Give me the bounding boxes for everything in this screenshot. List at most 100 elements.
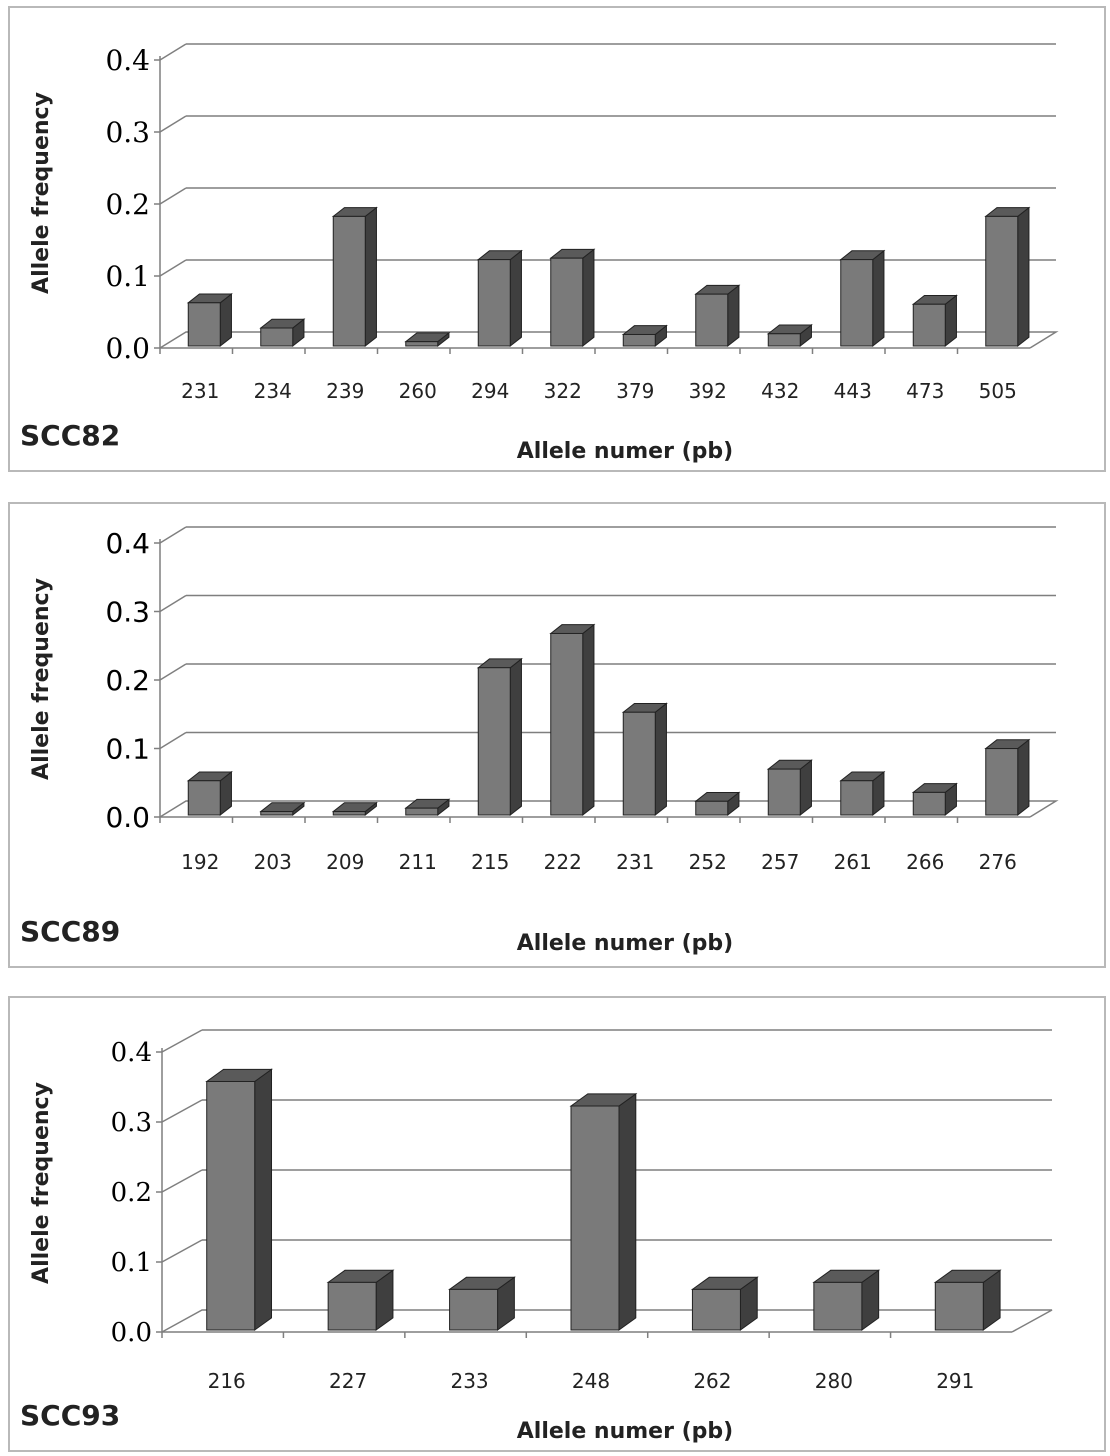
bar [476, 657, 523, 817]
bar-front [813, 1281, 863, 1331]
bar-front [405, 807, 439, 816]
x-tick-label: 211 [399, 850, 437, 874]
bar [404, 798, 451, 817]
bar-side [799, 759, 812, 817]
y-tick-label: 0.1 [111, 1248, 152, 1278]
bar-front [449, 1288, 499, 1331]
bar [621, 702, 668, 817]
bar [984, 206, 1031, 348]
x-tick-label: 505 [979, 379, 1017, 403]
y-tick-label: 0.1 [105, 260, 150, 293]
x-tick-label: 216 [208, 1369, 246, 1393]
x-tick-label: 379 [616, 379, 654, 403]
chart-panel-scc82: 0.0 0.1 0.2 0.3 0.4 231 234 239 260 294 322 379 392 4… [8, 6, 1106, 472]
chart-floor [159, 331, 1059, 349]
bar [766, 759, 813, 817]
bar [911, 782, 958, 817]
bar [205, 1068, 274, 1331]
x-tick-label: 227 [329, 1369, 367, 1393]
x-tick-label: 248 [572, 1369, 610, 1393]
grid-depth-edge [161, 1239, 203, 1263]
bar [549, 248, 596, 348]
y-tick-label: 0.3 [111, 1108, 152, 1138]
bar [549, 623, 596, 817]
x-tick-label: 215 [471, 850, 509, 874]
bar [404, 331, 451, 348]
x-tick-label: 280 [815, 1369, 853, 1393]
bar-front [622, 333, 656, 347]
bar-side [618, 1092, 637, 1331]
bar-front [912, 303, 946, 347]
x-tick-label: 209 [326, 850, 364, 874]
bar-side [654, 702, 667, 817]
x-tick-label: 234 [254, 379, 292, 403]
bar-front [260, 811, 294, 816]
bar-front [332, 215, 366, 347]
panel-label: SCC89 [20, 915, 120, 948]
bar-chart-scc89: 0.0 0.1 0.2 0.3 0.4 192 203 209 211 215 222 231 252 2… [20, 526, 1059, 956]
bar-side [727, 284, 740, 348]
bar [839, 770, 886, 817]
grid-depth-edge [159, 731, 187, 750]
bar [569, 1092, 638, 1331]
bar-side [872, 249, 885, 348]
bar-front [570, 1105, 620, 1331]
x-tick-label: 231 [181, 379, 219, 403]
panel-label: SCC82 [20, 419, 120, 452]
y-tick-label: 0.0 [105, 332, 150, 365]
bar [911, 294, 958, 348]
x-tick-label: 261 [834, 850, 872, 874]
x-axis-title: Allele numer (pb) [517, 931, 733, 956]
panel-label: SCC93 [20, 1399, 120, 1432]
bar-front [477, 667, 511, 816]
bar [331, 206, 378, 348]
bar [448, 1276, 516, 1331]
y-axis-title: Allele frequency [29, 578, 54, 780]
y-tick-label: 0.2 [105, 664, 150, 697]
x-tick-label: 222 [544, 850, 582, 874]
grid-depth-edge [159, 259, 187, 277]
y-tick-label: 0.4 [105, 44, 150, 77]
x-axis-title: Allele numer (pb) [517, 1419, 733, 1444]
bar-side [509, 657, 522, 817]
bar [839, 249, 886, 348]
bar-front [187, 302, 221, 347]
x-tick-label: 260 [399, 379, 437, 403]
bar-front [840, 780, 874, 816]
bar-front [767, 333, 801, 347]
bar-front [327, 1281, 377, 1331]
x-tick-label: 239 [326, 379, 364, 403]
x-tick-label: 257 [761, 850, 799, 874]
grid-depth-edge [161, 1169, 203, 1193]
bar-side [1017, 206, 1030, 348]
x-tick-label: 294 [471, 379, 509, 403]
bar-chart-scc82: 0.0 0.1 0.2 0.3 0.4 231 234 239 260 294 322 379 392 4… [20, 43, 1059, 464]
bar-front [477, 259, 511, 347]
bar [766, 323, 813, 348]
bar [621, 324, 668, 348]
bar-side [582, 248, 595, 348]
bar-side [582, 623, 595, 817]
bar-front [695, 800, 729, 816]
bar-front [622, 711, 656, 816]
x-tick-label: 262 [693, 1369, 731, 1393]
x-tick-label: 443 [834, 379, 872, 403]
bar-front [206, 1081, 256, 1331]
bar-chart-scc93: 0.0 0.1 0.2 0.3 0.4 216 227 233 248 262 280 291 Alle… [20, 1029, 1053, 1444]
y-axis-title: Allele frequency [29, 92, 54, 294]
y-tick-label: 0.0 [105, 801, 150, 834]
grid-depth-edge [159, 187, 187, 205]
bar-front [912, 791, 946, 816]
y-tick-label: 0.0 [111, 1318, 152, 1348]
bar [326, 1269, 395, 1331]
bar [694, 791, 741, 817]
bar-side [254, 1068, 273, 1331]
bar-front [985, 215, 1019, 347]
y-tick-label: 0.3 [105, 595, 150, 628]
bar-side [509, 249, 522, 348]
bar [259, 801, 306, 817]
x-tick-label: 203 [254, 850, 292, 874]
bar [259, 318, 306, 348]
x-tick-label: 432 [761, 379, 799, 403]
x-tick-label: 291 [936, 1369, 974, 1393]
